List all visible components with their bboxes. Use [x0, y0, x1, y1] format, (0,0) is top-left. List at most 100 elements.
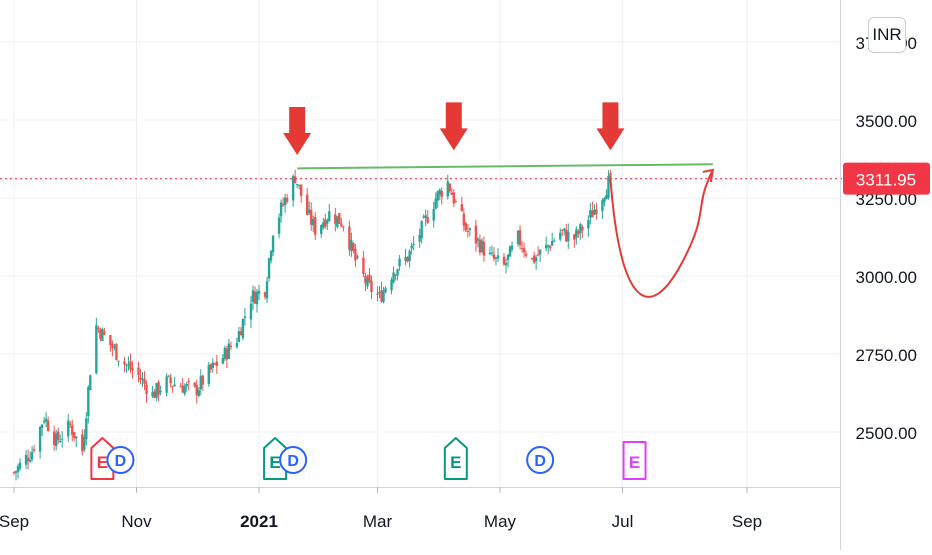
- candle-body: [227, 343, 231, 359]
- candle-body: [213, 363, 217, 365]
- candle-body: [336, 216, 339, 227]
- candle-body: [532, 255, 536, 263]
- candle-body: [446, 181, 449, 197]
- drawing-annotations: [0, 102, 843, 298]
- earnings-event-label: E: [97, 453, 108, 472]
- candle-body: [565, 229, 568, 242]
- candle-body: [534, 257, 538, 262]
- y-tick-label: 3500.00: [856, 112, 917, 131]
- candle-body: [123, 361, 126, 365]
- candle-body: [398, 258, 401, 267]
- candle-body: [551, 241, 554, 246]
- candle-body: [71, 425, 74, 435]
- candle-body: [117, 360, 120, 362]
- candle-body: [424, 215, 427, 218]
- peak-down-arrow: [283, 107, 312, 156]
- candle-body: [281, 204, 285, 206]
- candle-body: [221, 357, 225, 364]
- candle-body: [81, 434, 84, 452]
- candle-body: [601, 200, 604, 212]
- candle-body: [251, 290, 255, 302]
- candle-body: [195, 384, 198, 396]
- candle-body: [263, 292, 267, 297]
- candle-body: [187, 381, 190, 383]
- candle-body: [573, 234, 576, 240]
- candle-body: [30, 452, 34, 460]
- candle-body: [488, 252, 492, 255]
- candle-body: [58, 440, 62, 442]
- candle-body: [522, 248, 526, 253]
- candle-body: [173, 384, 176, 386]
- candle-body: [406, 256, 409, 262]
- candle-body: [169, 377, 172, 384]
- candle-body: [153, 391, 156, 398]
- resistance-line: [297, 163, 713, 170]
- dividend-event-marker[interactable]: [279, 446, 308, 474]
- candle-body: [283, 197, 287, 206]
- candle-body: [297, 184, 301, 186]
- candle-body: [265, 281, 269, 299]
- candle-body: [32, 449, 36, 451]
- candle-body: [508, 246, 512, 257]
- x-tick-label: Mar: [363, 512, 393, 531]
- candle-body: [75, 436, 78, 439]
- candle-body: [326, 220, 329, 224]
- candle-body: [129, 361, 132, 370]
- candle-body: [492, 254, 496, 259]
- candle-body: [38, 427, 42, 452]
- candle-body: [111, 343, 114, 349]
- candle-body: [480, 240, 484, 253]
- candle-body: [559, 232, 562, 240]
- candle-body: [239, 331, 243, 336]
- candle-body: [350, 240, 353, 251]
- dividend-event-marker[interactable]: [106, 446, 135, 474]
- candle-body: [295, 184, 299, 186]
- earnings-event-marker[interactable]: [622, 441, 647, 480]
- candle-body: [171, 386, 174, 388]
- x-tick-label: May: [484, 512, 517, 531]
- earnings-event-marker[interactable]: [443, 437, 468, 480]
- candle-body: [143, 378, 146, 384]
- candle-body: [510, 245, 514, 250]
- candle-body: [103, 331, 106, 335]
- x-tick-label: 2021: [240, 512, 278, 531]
- candle-body: [454, 201, 458, 203]
- candle-body: [468, 228, 472, 230]
- candle-body: [291, 176, 295, 201]
- candle-body: [179, 386, 182, 388]
- x-tick-label: Sep: [732, 512, 762, 531]
- candle-body: [478, 239, 482, 253]
- candle-body: [18, 462, 22, 469]
- candle-body: [544, 244, 548, 249]
- candle-body: [115, 343, 118, 360]
- candle-body: [362, 257, 365, 275]
- candle-body: [131, 368, 134, 371]
- candle-body: [185, 383, 188, 387]
- earnings-event-label: E: [269, 453, 280, 472]
- candle-body: [113, 346, 116, 348]
- candlesticks: [12, 169, 612, 481]
- candle-body: [394, 274, 397, 276]
- candle-body: [561, 229, 564, 231]
- candle-body: [12, 472, 16, 474]
- candle-body: [101, 328, 104, 342]
- candle-body: [426, 217, 429, 223]
- peak-down-arrow: [596, 102, 625, 151]
- candle-body: [502, 256, 506, 265]
- candle-body: [376, 293, 379, 295]
- candle-body: [255, 291, 259, 305]
- candle-body: [320, 225, 323, 235]
- dividend-event-marker[interactable]: [526, 446, 555, 474]
- candle-body: [390, 279, 393, 291]
- candle-body: [26, 457, 30, 462]
- candle-body: [141, 378, 144, 381]
- candle-body: [581, 227, 584, 231]
- candle-body: [285, 197, 289, 202]
- currency-button[interactable]: INR: [868, 17, 906, 53]
- candle-body: [181, 385, 184, 393]
- candle-body: [165, 376, 168, 393]
- candle-body: [577, 231, 580, 234]
- grid-lines: [0, 0, 840, 487]
